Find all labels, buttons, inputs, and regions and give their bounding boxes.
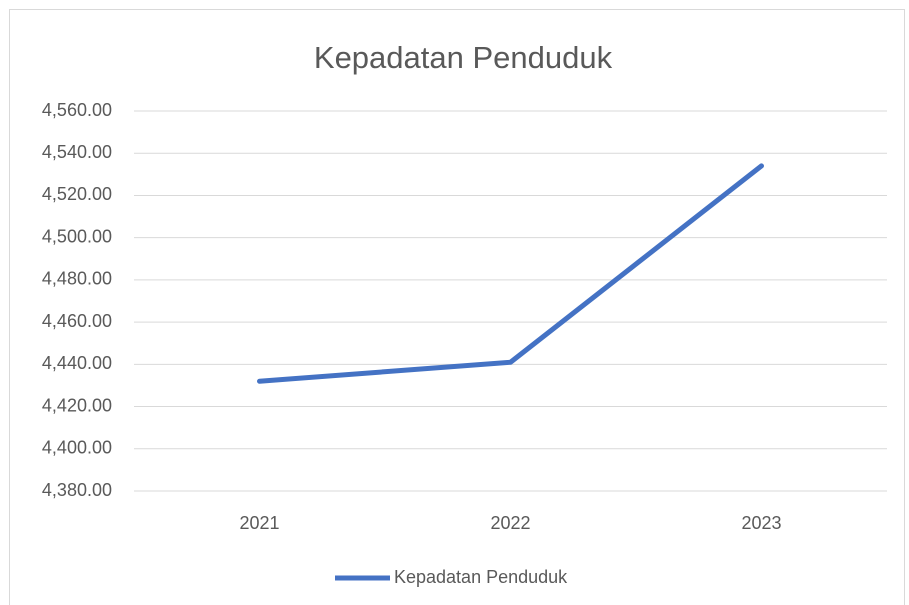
- y-tick-label: 4,420.00: [42, 395, 112, 415]
- y-tick-label: 4,520.00: [42, 184, 112, 204]
- chart-border: [9, 9, 905, 605]
- y-tick-label: 4,400.00: [42, 438, 112, 458]
- legend-label: Kepadatan Penduduk: [394, 567, 568, 587]
- x-tick-label: 2023: [741, 513, 781, 533]
- x-tick-label: 2021: [239, 513, 279, 533]
- x-tick-label: 2022: [490, 513, 530, 533]
- y-tick-label: 4,480.00: [42, 269, 112, 289]
- y-tick-label: 4,540.00: [42, 142, 112, 162]
- y-tick-label: 4,380.00: [42, 480, 112, 500]
- chart-title: Kepadatan Penduduk: [314, 40, 613, 75]
- y-tick-label: 4,560.00: [42, 100, 112, 120]
- data-line: [257, 163, 764, 384]
- y-tick-label: 4,500.00: [42, 226, 112, 246]
- y-tick-label: 4,460.00: [42, 311, 112, 331]
- y-tick-label: 4,440.00: [42, 353, 112, 373]
